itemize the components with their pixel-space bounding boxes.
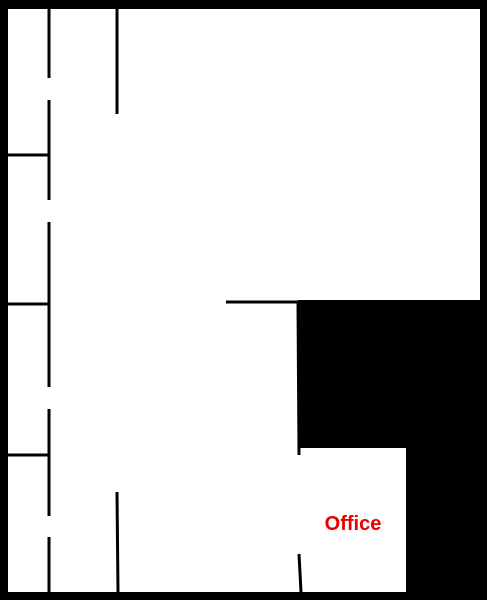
interior-walls (8, 9, 303, 593)
outer-wall-left (0, 0, 8, 600)
room-label-office: Office (325, 513, 382, 535)
outer-wall-bottom (0, 592, 487, 600)
wall-segment (296, 301, 301, 456)
outer-wall-top (0, 0, 487, 9)
wall-segment (115, 491, 120, 593)
unused-area-lower (406, 448, 487, 600)
wall-segment (297, 553, 303, 593)
unused-area-upper (298, 300, 487, 448)
